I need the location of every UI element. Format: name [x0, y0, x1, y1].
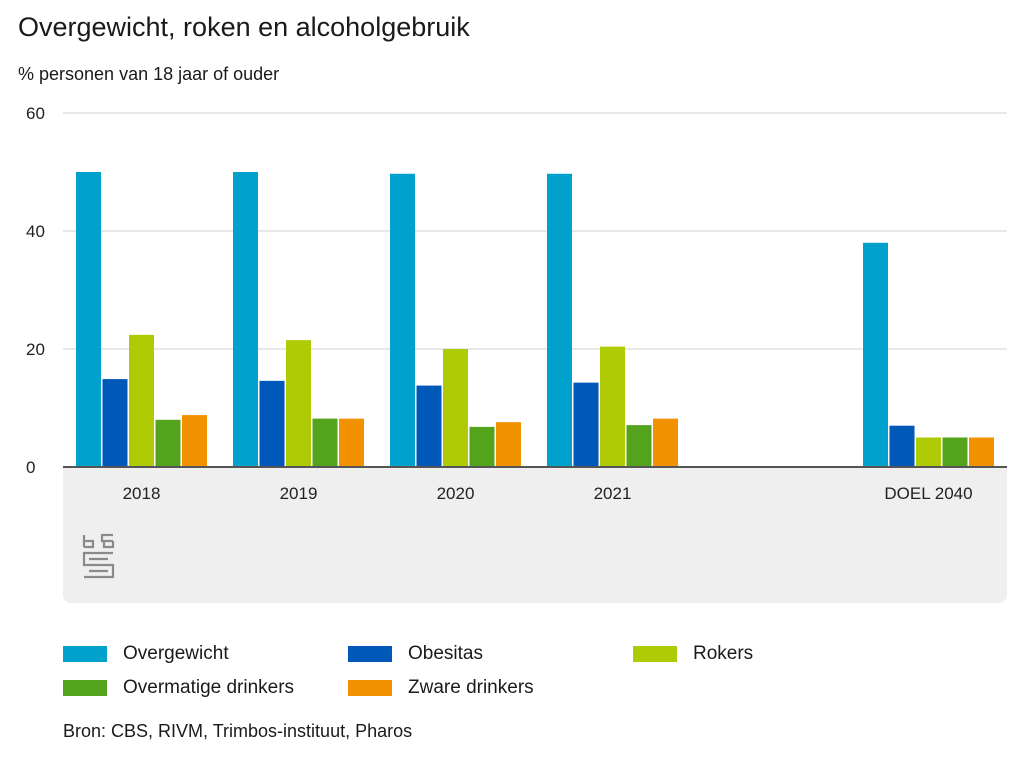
bar-rokers-doel-2040 [916, 437, 941, 467]
x-category-label: 2020 [437, 484, 475, 503]
legend-item-rokers: Rokers [633, 642, 753, 666]
x-category-label: 2019 [280, 484, 318, 503]
y-tick-label: 40 [26, 222, 45, 241]
bar-chart: 0 20 40 60 2018 2019 2020 2021 DOEL 2040 [26, 104, 1007, 603]
legend-item-zware-drinkers: Zware drinkers [348, 676, 534, 700]
x-category-label: DOEL 2040 [884, 484, 972, 503]
bar-rokers-2021 [600, 346, 625, 467]
legend-label: Rokers [693, 643, 754, 664]
bar-zware-drinkers-2019 [339, 418, 364, 467]
bar-zware-drinkers-2020 [496, 422, 521, 467]
legend-label: Obesitas [408, 643, 483, 664]
legend: Overgewicht Obesitas Rokers Overmatige drin… [63, 642, 1003, 712]
bar-obesitas-2020 [416, 385, 442, 467]
category-panel [63, 466, 1007, 603]
bar-obesitas-doel-2040 [889, 425, 915, 467]
bar-rokers-2019 [286, 340, 311, 467]
y-tick-label: 20 [26, 340, 45, 359]
bar-overmatige-drinkers-doel-2040 [942, 437, 968, 467]
chart-subtitle: % personen van 18 jaar of ouder [18, 64, 280, 84]
bar-obesitas-2019 [259, 380, 285, 467]
bar-obesitas-2018 [102, 379, 128, 467]
legend-item-overmatige-drinkers: Overmatige drinkers [63, 676, 294, 700]
legend-label: Zware drinkers [408, 677, 534, 698]
legend-item-obesitas: Obesitas [348, 642, 483, 666]
legend-item-overgewicht: Overgewicht [63, 642, 229, 666]
source-note: Bron: CBS, RIVM, Trimbos-instituut, Phar… [63, 721, 413, 741]
legend-swatch [63, 646, 107, 662]
legend-swatch [348, 680, 392, 696]
bar-zware-drinkers-2018 [182, 415, 207, 467]
bar-overmatige-drinkers-2018 [155, 419, 181, 467]
cbs-logo-icon [82, 533, 115, 579]
bar-overgewicht-2018 [76, 172, 101, 467]
x-axis-labels: 2018 2019 2020 2021 DOEL 2040 [123, 484, 973, 503]
bar-rokers-2018 [129, 334, 154, 467]
bar-zware-drinkers-doel-2040 [969, 437, 994, 467]
legend-label: Overmatige drinkers [123, 677, 295, 698]
bars [76, 172, 994, 467]
legend-swatch [63, 680, 107, 696]
y-tick-label: 0 [26, 458, 35, 477]
bar-overgewicht-doel-2040 [863, 242, 888, 467]
bar-rokers-2020 [443, 349, 468, 467]
y-axis-ticks: 0 20 40 60 [26, 104, 45, 477]
legend-swatch [348, 646, 392, 662]
bar-overmatige-drinkers-2020 [469, 426, 495, 467]
chart-title: Overgewicht, roken en alcoholgebruik [18, 12, 470, 42]
bar-overgewicht-2019 [233, 172, 258, 467]
bar-overmatige-drinkers-2019 [312, 418, 338, 467]
x-category-label: 2018 [123, 484, 161, 503]
bar-overgewicht-2021 [547, 173, 572, 467]
x-category-label: 2021 [594, 484, 632, 503]
bar-overgewicht-2020 [390, 173, 415, 467]
gridlines [63, 112, 1007, 350]
bar-overmatige-drinkers-2021 [626, 425, 652, 467]
bar-zware-drinkers-2021 [653, 418, 678, 467]
bar-obesitas-2021 [573, 382, 599, 467]
legend-swatch [633, 646, 677, 662]
legend-label: Overgewicht [123, 643, 229, 664]
y-tick-label: 60 [26, 104, 45, 123]
